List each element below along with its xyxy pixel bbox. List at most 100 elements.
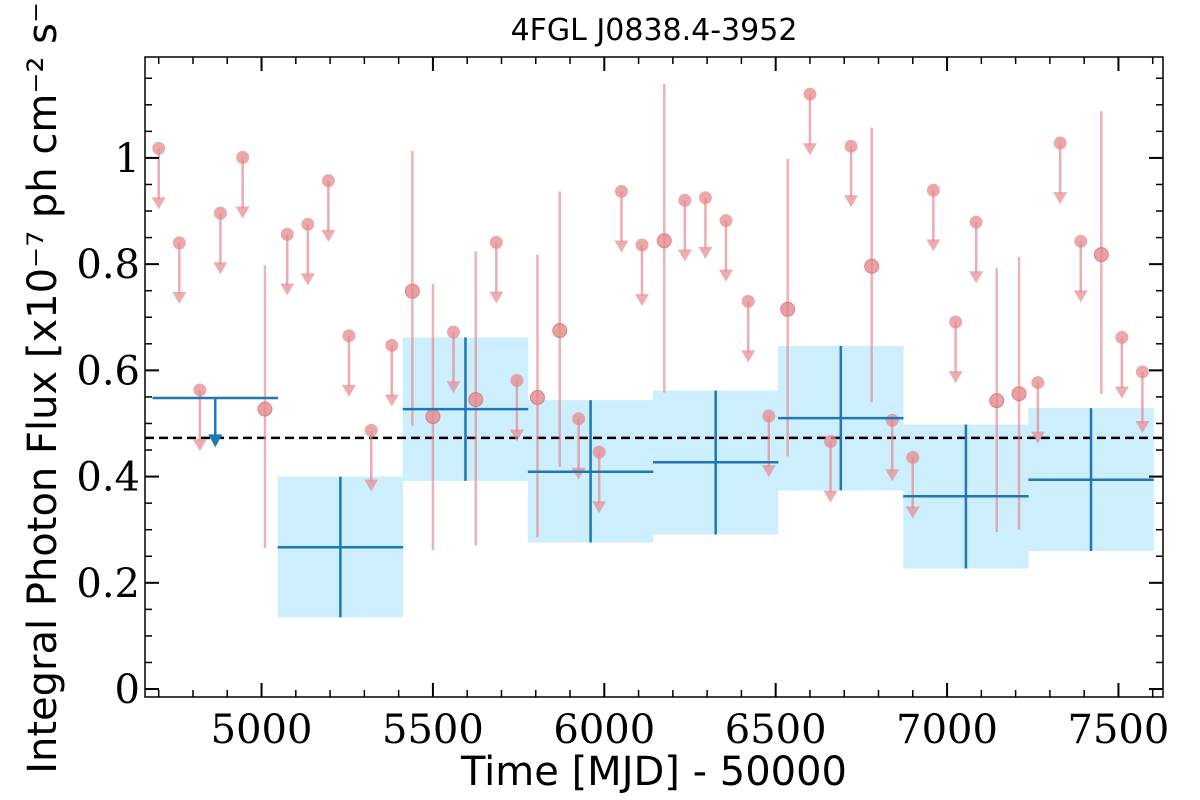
fine-bin-point [989, 393, 1005, 409]
fine-upper-limit-marker [844, 139, 858, 153]
fine-upper-limit-marker [698, 191, 712, 205]
fine-upper-limit-marker [1031, 376, 1045, 390]
fine-upper-limit-marker [926, 183, 940, 197]
y-tick-label: 0 [115, 667, 140, 713]
fine-bin-point [552, 323, 568, 339]
fine-upper-limit-marker [385, 338, 399, 352]
fine-upper-limit-marker [635, 238, 649, 252]
fine-upper-limit-arrow-head [948, 371, 963, 384]
fine-bin-point [1011, 386, 1027, 402]
fine-upper-limit-marker [236, 150, 250, 164]
fine-upper-limit-arrow-head [677, 249, 692, 262]
fine-upper-limit-arrow-head [741, 350, 756, 363]
fine-upper-limit-arrow-head [823, 490, 838, 503]
fine-upper-limit-arrow-head [761, 465, 776, 478]
plot-frame [144, 56, 1164, 698]
x-tick-label: 6500 [725, 707, 827, 753]
fine-upper-limit-arrow-head [718, 269, 733, 282]
fine-upper-limit-arrow-head [926, 239, 941, 252]
fine-upper-limit-arrow-head [1135, 421, 1150, 434]
y-tick-label: 0.6 [76, 348, 140, 394]
fine-upper-limit-marker [489, 235, 503, 249]
chart-title: 4FGL J0838.4-3952 [511, 13, 798, 48]
fine-upper-limit-marker [592, 445, 606, 459]
x-tick-label: 5000 [211, 707, 313, 753]
fine-upper-limit-arrow-head [969, 271, 984, 284]
fine-upper-limit-marker [885, 413, 899, 427]
fine-upper-limit-arrow-head [614, 240, 629, 253]
fine-bin-point [780, 301, 796, 317]
y-axis-label: Integral Photon Flux [x10⁻⁷ ph cm⁻² s⁻¹] [20, 0, 66, 774]
fine-upper-limit-arrow-head [885, 469, 900, 482]
fine-upper-limit-marker [678, 193, 692, 207]
fine-upper-limit-arrow-head [280, 283, 295, 296]
fine-upper-limit-arrow-head [341, 384, 356, 397]
fine-upper-limit-marker [213, 206, 227, 220]
fine-upper-limit-arrow-head [1073, 290, 1088, 303]
y-tick-label: 0.2 [76, 561, 140, 607]
fine-bin-series [151, 84, 1150, 550]
fine-bin-point [257, 401, 273, 417]
fine-upper-limit-arrow-head [300, 273, 315, 286]
fine-bin-point [404, 283, 420, 299]
x-axis-label: Time [MJD] - 50000 [460, 749, 847, 795]
fine-upper-limit-marker [364, 423, 378, 437]
coarse-bin-series [152, 337, 1154, 618]
fine-upper-limit-marker [510, 373, 524, 387]
fine-upper-limit-arrow-head [384, 394, 399, 407]
fine-upper-limit-arrow-head [364, 479, 379, 492]
fine-upper-limit-marker [719, 214, 733, 228]
fine-upper-limit-arrow-head [235, 206, 250, 219]
y-tick-label: 0.4 [76, 455, 140, 501]
fine-upper-limit-arrow-head [905, 506, 920, 519]
fine-upper-limit-marker [824, 435, 838, 449]
fine-upper-limit-marker [1074, 234, 1088, 248]
axis-tick-labels: 5000 5500 6000 6500 7000 7500 0 0.2 0.4 0.6 0.8 1 [76, 136, 1169, 753]
fine-upper-limit-marker [172, 236, 186, 250]
fine-upper-limit-marker [803, 87, 817, 101]
fine-upper-limit-marker [193, 383, 207, 397]
fine-bin-point [529, 389, 545, 405]
fine-upper-limit-arrow-head [321, 229, 336, 242]
fine-upper-limit-marker [152, 141, 166, 155]
y-tick-label: 1 [115, 136, 140, 182]
coarse-upper-limit-arrow-head [208, 434, 223, 448]
fine-upper-limit-marker [321, 174, 335, 188]
fine-upper-limit-arrow-head [698, 246, 713, 259]
fine-bin-point [656, 233, 672, 249]
fine-upper-limit-arrow-head [1030, 431, 1045, 444]
fine-upper-limit-arrow-head [802, 143, 817, 156]
fine-upper-limit-marker [614, 184, 628, 198]
fine-upper-limit-marker [572, 412, 586, 426]
x-tick-label: 7000 [896, 707, 998, 753]
fine-bin-point [1093, 247, 1109, 263]
fine-upper-limit-arrow-head [1053, 192, 1068, 205]
fine-upper-limit-marker [1053, 136, 1067, 150]
fine-upper-limit-marker [342, 329, 356, 343]
fine-upper-limit-marker [762, 409, 776, 423]
fine-upper-limit-arrow-head [489, 291, 504, 304]
fine-upper-limit-marker [969, 215, 983, 229]
fine-upper-limit-arrow-head [1114, 386, 1129, 399]
fine-upper-limit-arrow-head [446, 381, 461, 394]
fine-upper-limit-marker [1135, 365, 1149, 379]
fine-bin-point [425, 409, 441, 425]
fine-bin-point [468, 392, 484, 408]
fine-upper-limit-arrow-head [592, 501, 607, 514]
fine-upper-limit-marker [906, 450, 920, 464]
fine-upper-limit-arrow-head [635, 294, 650, 307]
fine-upper-limit-arrow-head [172, 291, 187, 304]
y-tick-label: 0.8 [76, 242, 140, 288]
x-tick-label: 7500 [1068, 707, 1170, 753]
fine-upper-limit-marker [280, 227, 294, 241]
x-tick-label: 5500 [382, 707, 484, 753]
fine-upper-limit-arrow-head [151, 197, 166, 210]
fine-upper-limit-marker [1115, 330, 1129, 344]
x-tick-label: 6000 [553, 707, 655, 753]
fine-upper-limit-marker [446, 325, 460, 339]
fine-upper-limit-marker [741, 294, 755, 308]
fine-upper-limit-arrow-head [213, 262, 228, 275]
fine-bin-point [864, 258, 880, 274]
